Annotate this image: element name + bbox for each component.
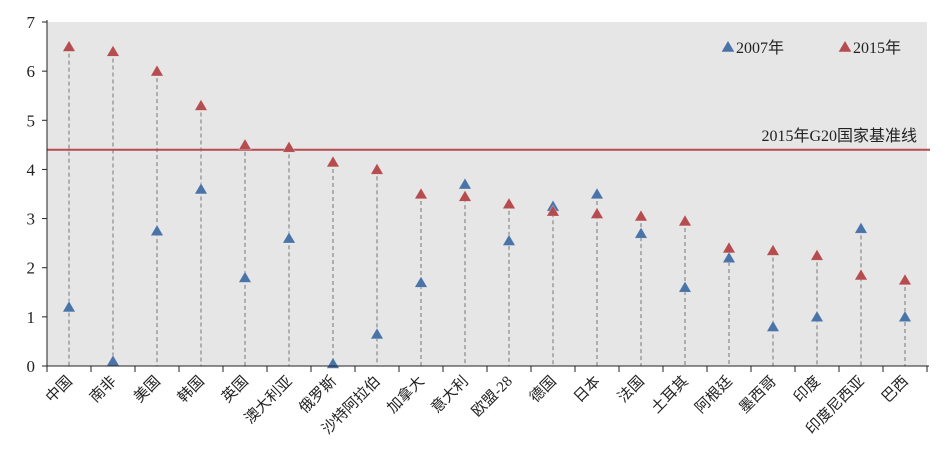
- x-tick-label: 俄罗斯: [296, 373, 340, 417]
- y-tick-label: 1: [27, 308, 36, 327]
- data-point-2007: [678, 280, 692, 293]
- data-point-2007: [414, 275, 428, 288]
- data-point-2007: [898, 310, 912, 322]
- data-point-2007: [722, 251, 736, 263]
- data-point-2007: [150, 224, 164, 236]
- data-point-2015: [590, 207, 604, 219]
- data-point-2007: [634, 226, 648, 239]
- data-point-2015: [62, 39, 76, 52]
- x-tick-label: 美国: [131, 373, 164, 406]
- data-point-2015: [678, 214, 692, 227]
- data-point-2015: [722, 241, 736, 254]
- x-tick-label: 加拿大: [383, 372, 428, 417]
- y-tick-label: 7: [27, 13, 36, 32]
- y-tick-label: 0: [27, 357, 36, 376]
- data-point-2015: [238, 138, 252, 150]
- legend-marker-2007: [721, 41, 735, 52]
- legend: 2007年 2015年: [721, 39, 901, 57]
- data-point-2007: [766, 320, 780, 332]
- data-point-2015: [150, 64, 164, 77]
- data-point-2015: [106, 44, 120, 57]
- data-point-2015: [458, 189, 472, 202]
- x-tick-label: 墨西哥: [737, 374, 780, 417]
- data-point-2015: [282, 140, 296, 153]
- legend-label-2007: 2007年: [736, 39, 784, 57]
- data-point-2015: [634, 209, 648, 222]
- x-tick-label: 印度: [791, 373, 824, 406]
- x-tick-label: 德国: [526, 372, 560, 406]
- x-tick-label: 韩国: [175, 373, 208, 406]
- x-tick-label: 意大利: [427, 372, 472, 417]
- y-tick-label: 6: [27, 62, 36, 81]
- data-point-2015: [854, 268, 868, 281]
- data-point-2007: [854, 221, 868, 234]
- data-point-2015: [766, 243, 780, 256]
- x-tick-label: 日本: [571, 373, 604, 406]
- data-point-2007: [282, 231, 296, 244]
- data-point-2015: [326, 155, 340, 168]
- data-point-2007: [502, 234, 516, 246]
- data-point-2015: [502, 197, 516, 209]
- data-point-2007: [590, 187, 604, 200]
- x-tick-label: 欧盟-28: [468, 373, 515, 420]
- x-tick-label: 土耳其: [648, 373, 692, 417]
- x-tick-label: 英国: [218, 372, 252, 406]
- plot-area: [47, 22, 927, 366]
- y-tick-label: 5: [27, 111, 36, 130]
- x-tick-label: 法国: [615, 373, 648, 406]
- y-tick-label: 4: [27, 160, 36, 179]
- x-tick-label: 阿根廷: [692, 373, 736, 417]
- y-tick-label: 3: [27, 210, 36, 229]
- data-point-2015: [414, 187, 428, 200]
- data-point-2007: [194, 182, 208, 195]
- data-point-2007: [810, 310, 824, 322]
- reference-line-label: 2015年G20国家基准线: [761, 127, 917, 145]
- x-tick-label: 澳大利亚: [241, 373, 295, 427]
- y-tick-label: 2: [27, 259, 36, 278]
- data-point-2015: [898, 273, 912, 286]
- x-tick-label: 南非: [87, 373, 120, 406]
- data-point-2015: [810, 248, 824, 261]
- x-tick-label: 中国: [43, 373, 76, 406]
- data-point-2007: [62, 300, 76, 313]
- data-point-2007: [458, 177, 472, 190]
- x-tick-label: 巴西: [879, 374, 912, 407]
- legend-label-2015: 2015年: [853, 39, 901, 57]
- legend-marker-2015: [838, 41, 852, 52]
- data-point-2007: [238, 270, 252, 283]
- data-point-2007: [370, 327, 384, 340]
- data-point-2015: [194, 98, 208, 111]
- data-point-2015: [546, 204, 560, 217]
- data-point-2015: [370, 162, 384, 175]
